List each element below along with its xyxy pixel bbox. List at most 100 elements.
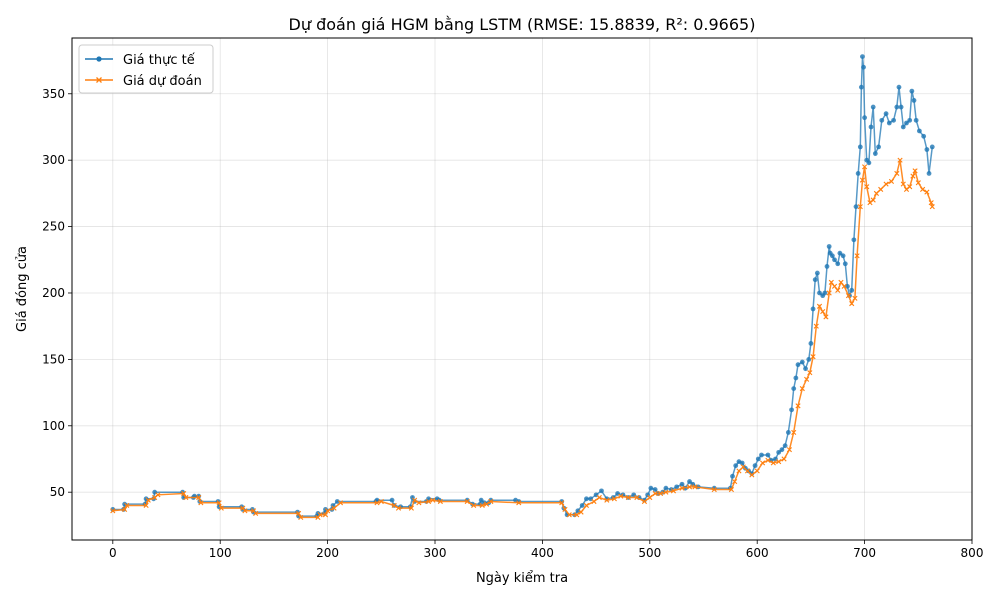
plot-frame	[71, 37, 973, 541]
data-point-actual	[849, 287, 855, 293]
series-predicted	[110, 157, 935, 521]
data-point-actual	[929, 144, 935, 150]
data-point-predicted	[641, 498, 648, 505]
series-layer	[110, 54, 935, 521]
data-point-predicted	[181, 490, 187, 497]
legend-box	[78, 44, 214, 94]
data-point-predicted	[924, 189, 930, 195]
data-point-actual	[812, 277, 818, 283]
data-point-actual	[789, 407, 794, 413]
data-point-predicted	[663, 489, 669, 495]
x-tick-label: 700	[853, 546, 876, 560]
data-point-actual	[840, 253, 846, 259]
y-tick-label: 350	[42, 87, 65, 101]
data-point-predicted	[920, 186, 926, 192]
data-point-actual	[907, 117, 913, 123]
data-point-actual	[803, 366, 808, 372]
data-point-predicted	[870, 197, 876, 203]
x-tick-label: 800	[961, 546, 984, 560]
data-point-predicted	[711, 486, 717, 493]
data-point-actual	[730, 473, 735, 479]
data-point-predicted	[894, 170, 900, 177]
data-point-predicted	[196, 494, 202, 501]
data-point-actual	[143, 496, 149, 502]
data-point-actual	[896, 84, 902, 90]
data-point-predicted	[516, 500, 522, 506]
data-point-predicted	[845, 293, 852, 299]
data-point-predicted	[574, 512, 580, 518]
y-tick-label: 50	[50, 485, 65, 499]
data-point-predicted	[799, 386, 805, 392]
data-point-predicted	[826, 290, 832, 296]
data-point-predicted	[873, 190, 880, 196]
data-point-actual	[584, 496, 589, 502]
legend-label-predicted: Giá dự đoán	[123, 74, 202, 89]
data-point-predicted	[124, 502, 130, 509]
data-point-predicted	[155, 492, 161, 498]
y-tick-label: 250	[42, 220, 65, 234]
data-point-actual	[795, 362, 801, 368]
data-point-predicted	[900, 181, 906, 187]
data-point-predicted	[591, 498, 597, 505]
data-point-predicted	[416, 500, 422, 506]
data-point-actual	[808, 341, 814, 346]
data-point-predicted	[479, 502, 485, 509]
data-point-predicted	[583, 502, 590, 509]
data-point-actual	[782, 443, 788, 449]
data-point-actual	[860, 54, 865, 59]
x-tick-label: 100	[209, 546, 232, 560]
data-point-predicted	[781, 456, 787, 462]
data-point-actual	[759, 452, 764, 458]
data-point-predicted	[754, 468, 760, 474]
data-point-actual	[579, 503, 585, 508]
data-point-predicted	[625, 494, 631, 501]
y-tick-label: 200	[42, 286, 65, 300]
x-tick-label: 300	[424, 546, 447, 560]
data-point-predicted	[562, 506, 568, 513]
chart-title: Dự đoán giá HGM bằng LSTM (RMSE: 15.8839…	[289, 15, 756, 34]
data-point-predicted	[596, 494, 602, 501]
data-point-actual	[323, 507, 328, 512]
data-point-predicted	[759, 460, 766, 466]
data-point-predicted	[647, 494, 653, 501]
data-point-actual	[832, 257, 837, 263]
data-point-predicted	[483, 501, 490, 507]
data-point-actual	[909, 88, 915, 94]
data-point-predicted	[749, 472, 755, 478]
data-point-actual	[835, 261, 841, 267]
data-point-actual	[810, 306, 816, 312]
data-point-actual	[330, 503, 336, 508]
legend-marker-predicted	[96, 77, 102, 83]
data-point-predicted	[907, 184, 913, 190]
x-tick-label: 400	[531, 546, 554, 560]
data-point-predicted	[878, 186, 884, 192]
data-point-actual	[733, 463, 739, 469]
data-point-actual	[575, 508, 581, 514]
x-tick-label: 200	[316, 546, 339, 560]
data-point-actual	[837, 250, 843, 256]
data-point-actual	[924, 147, 930, 152]
data-point-predicted	[374, 500, 380, 506]
data-point-predicted	[804, 376, 810, 382]
data-point-actual	[679, 481, 685, 487]
data-point-actual	[898, 104, 904, 110]
data-point-actual	[765, 452, 771, 458]
data-point-predicted	[786, 447, 793, 453]
data-point-actual	[857, 144, 863, 150]
data-point-predicted	[692, 484, 698, 490]
data-point-actual	[861, 64, 866, 70]
data-point-predicted	[331, 505, 337, 511]
data-point-predicted	[807, 370, 813, 376]
data-point-predicted	[816, 303, 823, 309]
data-point-actual	[687, 479, 692, 484]
data-point-predicted	[862, 164, 868, 170]
data-point-predicted	[216, 500, 222, 506]
data-point-predicted	[820, 308, 826, 315]
data-point-predicted	[888, 178, 895, 185]
data-point-predicted	[883, 181, 889, 187]
data-point-predicted	[566, 512, 572, 518]
data-point-actual	[334, 499, 340, 504]
data-point-actual	[752, 463, 758, 469]
data-point-predicted	[841, 283, 847, 289]
data-point-actual	[826, 244, 832, 249]
